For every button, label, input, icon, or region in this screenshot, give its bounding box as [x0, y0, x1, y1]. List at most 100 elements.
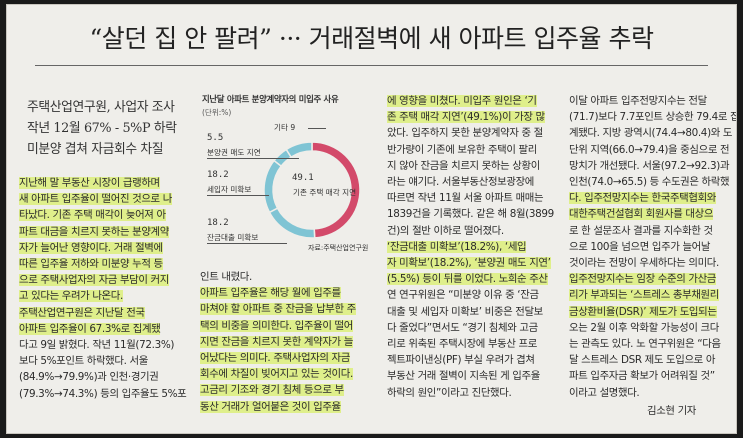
text-line: 따른 입주율 저하와 미분양 누적 등	[19, 256, 186, 272]
text-line: 고금리 기조와 경기 침체 등으로 부	[200, 382, 356, 398]
text-line: 어났다는 의미다. 주택사업자의 자금	[200, 350, 356, 366]
highlighted-text: 아파트 입주율은 해당 월에 입주를	[200, 287, 341, 300]
highlighted-text: 동산 거래가 얼어붙은 것이 입주율	[200, 400, 341, 413]
byline: 김소현 기자	[647, 405, 696, 417]
text-line: 존 주택 매각 지연’(49.1%)이 가장 많	[387, 109, 554, 125]
label-presale: 분양권 매도 지연	[207, 148, 261, 157]
highlighted-text: 지난해 말 부동산 시장이 급랭하며	[19, 177, 160, 189]
label-existing: 기존 주택 매각 지연	[293, 188, 357, 197]
text-line: 리로 위축된 주택시장에 부동산 프로	[387, 338, 537, 351]
text-line: 인트 내렸다.	[200, 271, 252, 283]
text-line: 하락의 원인”이라고 진단했다.	[387, 386, 512, 399]
value-existing: 49.1	[292, 173, 314, 183]
column-4: 이달 아파트 입주전망지수는 전달 (71.7)보다 7.7포인트 상승한 79.…	[569, 93, 737, 401]
highlighted-text: 지면 잔금을 치르지 못한 계약자가 늘	[200, 335, 353, 348]
text-line: 입주전망지수는 임장 수준의 가산금	[569, 271, 736, 287]
donut-chart: 지난달 아파트 분양계약자의 미입주 사유 (단위:%) 기타 9 5.5 분양…	[200, 93, 380, 268]
text-line: 파트 대금을 치르지 못하는 분양계약	[19, 224, 186, 240]
value-tenant: 18.2	[207, 170, 229, 180]
highlighted-text: ‘잔금대출 미확보’(18.2%), ‘세입	[387, 240, 527, 253]
label-tenant: 세입자 미확보	[207, 185, 252, 194]
chart-source: 자료:주택산업연구원	[308, 244, 369, 252]
text-line: 파트 입주자금 확보가 어려워질 것”	[569, 370, 715, 383]
highlighted-text: 회수에 차질이 빚어지고 있는 것이다.	[200, 368, 353, 381]
highlighted-text: 다. 입주전망지수는 한국주택협회와	[569, 192, 716, 205]
text-line: 로 한 설문조사 결과를 지수화한 것	[569, 224, 713, 237]
text-line: 반가량이 기존에 보유한 주택이 팔리	[387, 143, 537, 156]
highlighted-text: 입주전망지수는 임장 수준의 가산금	[569, 273, 716, 286]
text-line: 금상환비율(DSR)’ 제도가 도입되는	[569, 304, 736, 320]
chart-title: 지난달 아파트 분양계약자의 미입주 사유	[202, 94, 339, 104]
text-line: 망치가 개선됐다. 서울(97.2→92.3)과	[569, 159, 730, 172]
text-line: (71.7)보다 7.7포인트 상승한 79.4로 집	[569, 111, 737, 124]
highlighted-text: 새 아파트 입주율이 떨어진 것으로 나	[19, 193, 172, 206]
text-line: (79.3%→74.3%) 등의 입주율도 5%포	[19, 387, 187, 400]
text-line: 인천(74.0→65.5) 등 수도권은 하락했	[569, 176, 730, 189]
text-line: 새 아파트 입주율이 떨어진 것으로 나	[19, 191, 186, 207]
highlighted-text: 자가 늘어난 영향이다. 거래 절벽에	[19, 241, 163, 254]
leader-loan	[207, 243, 287, 244]
text-line: 아파트 입주율은 해당 월에 입주를	[200, 285, 356, 301]
value-loan: 18.2	[207, 218, 229, 228]
text-line: 대출 및 세입자 미확보’ 비중은 전달보	[387, 305, 543, 318]
subheadline-line: 주택산업연구원, 사업자 조사	[27, 100, 175, 115]
text-line: 자가 늘어난 영향이다. 거래 절벽에	[19, 240, 186, 256]
value-presale: 5.5	[207, 133, 224, 143]
text-line: 회수에 차질이 빚어지고 있는 것이다.	[200, 366, 356, 382]
subheadline-line: 작년 12월 67% - 5%P 하락	[27, 121, 177, 136]
donut-slice	[263, 159, 283, 214]
text-line: 으로 100을 넘으면 입주가 늘어날	[569, 240, 711, 253]
text-line: 다. 입주전망지수는 한국주택협회와	[569, 190, 736, 206]
text-line: (5.5%) 등이 뒤를 이었다. 노희순 주산	[387, 271, 554, 287]
highlighted-text: 리가 부과되는 ‘스트레스 총부채원리	[569, 289, 719, 302]
text-line: 다고 9일 밝혔다. 작년 11월(72.3%)	[19, 339, 175, 352]
text-line: 리가 부과되는 ‘스트레스 총부채원리	[569, 287, 736, 303]
text-line: ‘잔금대출 미확보’(18.2%), ‘세입	[387, 239, 554, 255]
text-line: 대한주택건설협회 회원사를 대상으	[569, 206, 736, 222]
text-line: 건)의 절반 이하로 떨어졌다.	[387, 224, 504, 237]
headline: “살던 집 안 팔려” ··· 거래절벽에 새 아파트 입주율 추락	[89, 24, 654, 53]
text-line: 오는 2월 이후 악화할 가능성이 크다	[569, 321, 719, 334]
text-line: 달 스트레스 DSR 제도 도입으로 아	[569, 354, 716, 367]
highlighted-text: (5.5%) 등이 뒤를 이었다. 노희순 주산	[387, 273, 548, 286]
highlighted-text: 따른 입주율 저하와 미분양 누적 등	[19, 258, 163, 271]
highlighted-text: 대한주택건설협회 회원사를 대상으	[569, 208, 714, 221]
text-line: 주택산업연구원은 지난달 전국	[19, 305, 186, 321]
text-line: 다 줄었다”면서도 “경기 침체와 고금	[387, 321, 538, 334]
text-line: 젝트파이낸싱(PF) 부실 우려가 겹쳐	[387, 354, 535, 367]
highlighted-text: 금상환비율(DSR)’ 제도가 도입되는	[569, 305, 717, 318]
highlighted-text: 택의 비중을 의미한다. 입주율이 떨어	[200, 319, 353, 332]
highlighted-text: 타났다. 기존 주택 매각이 늦어져 아	[19, 209, 166, 222]
highlighted-text: 으로 주택사업자의 자금 부담이 커지	[19, 274, 169, 287]
column-2: 인트 내렸다. 아파트 입주율은 해당 월에 입주를 마쳐야 할 아파트 중 잔금…	[200, 269, 356, 415]
text-line: (84.9%→79.9%)과 인천·경기권	[19, 371, 159, 384]
highlighted-text: 에 영향을 미쳤다. 미입주 원인은 ‘기	[387, 95, 537, 107]
highlighted-text: 주택산업연구원은 지난달 전국	[19, 306, 145, 319]
donut-slice	[285, 141, 313, 159]
newspaper-clipping: “살던 집 안 팔려” ··· 거래절벽에 새 아파트 입주율 추락 주택산업연…	[6, 4, 737, 434]
subheadline-line: 미분양 겹쳐 자금회수 차질	[27, 142, 164, 157]
text-line: 지 않아 잔금을 치르지 못하는 상황이	[387, 159, 540, 172]
text-line: 보다 5%포인트 하락했다. 서울	[19, 355, 148, 368]
text-line: 따르면 작년 11월 서울 아파트 매매는	[387, 192, 544, 205]
text-line: 이라고 설명했다.	[569, 386, 640, 399]
text-line: 동산 거래가 얼어붙은 것이 입주율	[200, 399, 356, 415]
label-other: 기타 9	[274, 123, 296, 132]
highlighted-text: 아파트 입주율이 67.3%로 집계됐	[19, 322, 161, 335]
text-line: 택의 비중을 의미한다. 입주율이 떨어	[200, 318, 356, 334]
text-line: 단위 지역(66.0→79.4)을 중심으로 전	[569, 143, 730, 156]
chart-unit: (단위:%)	[202, 108, 232, 117]
highlighted-text: 존 주택 매각 지연’(49.1%)이 가장 많	[387, 111, 545, 124]
headline-divider	[35, 65, 708, 66]
highlighted-text: 어났다는 의미다. 주택사업자의 자금	[200, 352, 350, 365]
text-line: 자 미확보’(18.2%), ‘분양권 매도 지연’	[387, 255, 554, 271]
text-line: 것이라는 전망이 우세하다는 의미다.	[569, 257, 719, 270]
leader-other	[308, 128, 326, 129]
text-line: 연 연구위원은 “미분양 이유 중 ‘잔금	[387, 289, 539, 302]
text-line: 았다. 입주하지 못한 분양계약자 중 절	[387, 127, 543, 140]
label-loan: 잔금대출 미확보	[207, 233, 259, 242]
text-line: 계됐다. 지방 광역시(74.4→80.4)와 도	[569, 127, 733, 140]
leader-tenant	[207, 195, 269, 196]
